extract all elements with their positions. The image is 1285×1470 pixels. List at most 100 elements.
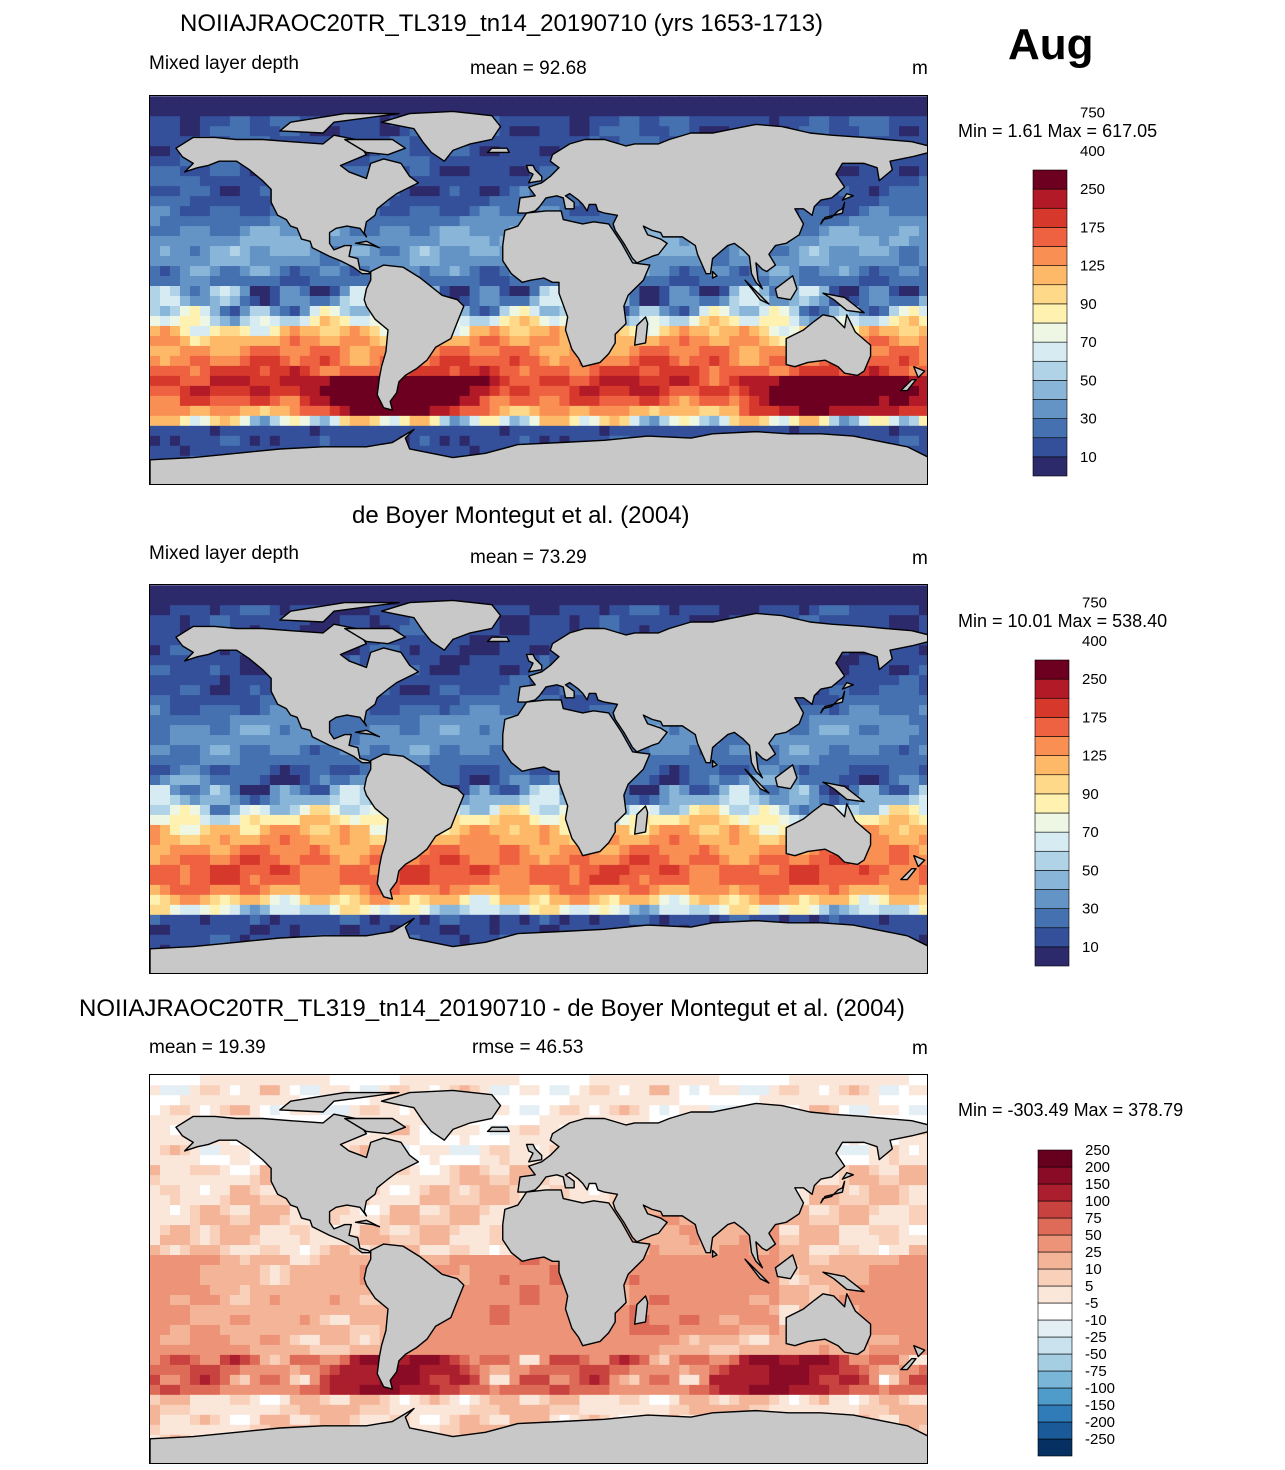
map-cell xyxy=(789,385,800,397)
map-cell xyxy=(219,355,231,367)
map-cell xyxy=(469,765,481,776)
map-cell xyxy=(379,435,391,447)
map-cell xyxy=(589,385,600,397)
map-cell xyxy=(419,146,431,157)
map-cell xyxy=(689,126,700,137)
map-cell xyxy=(849,126,860,137)
map-cell xyxy=(639,425,650,437)
panel2-units: m xyxy=(912,548,928,569)
map-cell xyxy=(569,196,580,207)
map-cell xyxy=(859,116,870,127)
map-cell xyxy=(329,405,341,417)
map-cell xyxy=(249,276,261,287)
map-cell xyxy=(199,256,211,267)
map-cell xyxy=(299,345,311,357)
map-cell xyxy=(699,765,710,776)
map-cell xyxy=(150,755,161,766)
map-cell xyxy=(529,96,540,107)
map-cell xyxy=(459,395,471,407)
map-cell xyxy=(419,725,431,736)
map-cell xyxy=(609,715,620,726)
map-cell xyxy=(819,775,830,786)
map-cell xyxy=(879,236,890,247)
map-cell xyxy=(649,375,660,387)
map-cell xyxy=(559,345,570,357)
map-cell xyxy=(319,266,331,277)
map-cell xyxy=(269,784,281,796)
map-cell xyxy=(659,325,670,337)
map-cell xyxy=(869,96,880,107)
map-cell xyxy=(769,405,780,417)
map-cell xyxy=(339,276,351,287)
map-cell xyxy=(879,715,890,726)
map-cell xyxy=(349,725,361,736)
map-cell xyxy=(639,286,650,297)
map-cell xyxy=(459,355,471,367)
map-cell xyxy=(369,715,381,726)
map-cell xyxy=(679,286,690,297)
map-cell xyxy=(489,315,501,327)
map-cell xyxy=(229,705,241,716)
map-cell xyxy=(449,156,461,167)
colorbar-swatch xyxy=(1032,284,1068,305)
map-cell xyxy=(769,355,780,367)
map-cell xyxy=(569,206,580,217)
map-cell xyxy=(169,765,181,776)
map-cell xyxy=(709,286,720,297)
land-polygon xyxy=(486,147,510,154)
map-cell xyxy=(919,266,927,277)
map-cell xyxy=(859,794,870,806)
map-cell xyxy=(769,605,780,616)
map-cell xyxy=(879,675,890,686)
map-cell xyxy=(150,176,161,187)
map-cell xyxy=(429,166,441,177)
map-cell xyxy=(449,186,461,197)
map-cell xyxy=(549,784,560,796)
map-cell xyxy=(289,295,301,307)
map-cell xyxy=(739,335,750,347)
map-cell xyxy=(449,345,461,357)
map-cell xyxy=(379,256,391,267)
map-cell xyxy=(539,325,550,337)
map-cell xyxy=(469,246,481,257)
map-cell xyxy=(389,236,401,247)
map-cell xyxy=(269,266,281,277)
map-cell xyxy=(689,286,700,297)
map-cell xyxy=(159,645,171,656)
map-cell xyxy=(809,385,820,397)
map-cell xyxy=(429,665,441,676)
map-cell xyxy=(509,595,521,606)
map-cell xyxy=(239,585,251,596)
map-cell xyxy=(359,645,371,656)
map-cell xyxy=(259,735,271,746)
map-cell xyxy=(419,415,431,427)
map-cell xyxy=(449,675,461,686)
map-cell xyxy=(179,345,191,357)
map-cell xyxy=(369,226,381,237)
map-cell xyxy=(529,365,540,377)
map-cell xyxy=(919,425,927,437)
map-cell xyxy=(179,824,191,836)
map-cell xyxy=(499,136,511,147)
map-cell xyxy=(869,415,880,427)
map-cell xyxy=(869,715,880,726)
map-cell xyxy=(729,745,740,756)
map-cell xyxy=(199,405,211,417)
map-cell xyxy=(619,814,630,826)
map-cell xyxy=(579,116,590,127)
map-cell xyxy=(239,775,251,786)
map-cell xyxy=(199,605,211,616)
map-cell xyxy=(259,305,271,317)
colorbar-tick-label: 250 xyxy=(1080,181,1105,198)
map-cell xyxy=(869,655,880,666)
map-cell xyxy=(509,166,521,177)
map-cell xyxy=(259,425,271,437)
map-cell xyxy=(239,266,251,277)
map-cell xyxy=(359,305,371,317)
map-cell xyxy=(409,745,421,756)
map-cell xyxy=(169,256,181,267)
map-cell xyxy=(829,395,840,407)
map-cell xyxy=(169,695,181,706)
map-cell xyxy=(739,814,750,826)
map-cell xyxy=(269,345,281,357)
